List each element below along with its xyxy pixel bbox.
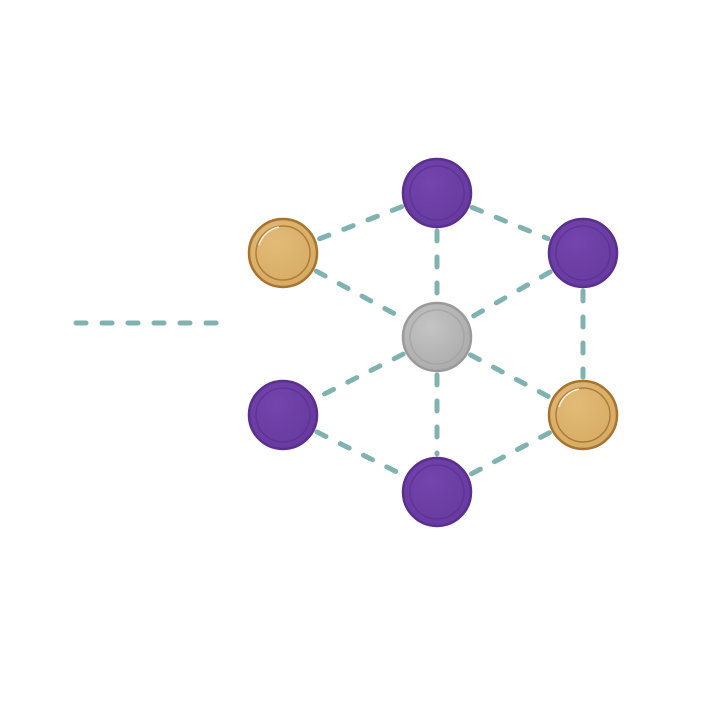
atom-top-body [401, 157, 473, 229]
atom-center-body [401, 301, 473, 373]
bond-upper-left-center [313, 268, 407, 322]
atom-lower-right-highlight [558, 388, 580, 408]
atom-upper-right-ring [555, 225, 611, 281]
bond-top-upper-right [469, 204, 551, 242]
atom-bottom-ring [409, 464, 465, 520]
atom-lower-right-body [547, 379, 619, 451]
atom-upper-left [247, 217, 319, 289]
bonds-layer [73, 204, 586, 478]
bond-center-lower-left [314, 351, 406, 401]
atom-top [401, 157, 473, 229]
bond-lower-right-bottom [468, 430, 552, 477]
bond-top-upper-left [315, 204, 405, 242]
atom-upper-left-ring [255, 225, 311, 281]
atom-lower-left-body [247, 379, 319, 451]
bond-lower-left-bottom [314, 429, 406, 478]
atom-lower-left-ring [255, 387, 311, 443]
atom-lower-left [247, 379, 319, 451]
atom-top-ring [409, 165, 465, 221]
atom-lower-right-ring [555, 387, 611, 443]
atoms-layer [247, 157, 619, 528]
bond-upper-right-center [467, 269, 553, 321]
atom-bottom [401, 456, 473, 528]
atom-upper-left-highlight [258, 226, 280, 246]
atom-upper-left-body [247, 217, 319, 289]
atom-bottom-body [401, 456, 473, 528]
bond-center-lower-right [468, 352, 552, 400]
atom-center-ring [409, 309, 465, 365]
atom-lower-right [547, 379, 619, 451]
atom-upper-right-body [547, 217, 619, 289]
atom-center [401, 301, 473, 373]
atom-upper-right [547, 217, 619, 289]
